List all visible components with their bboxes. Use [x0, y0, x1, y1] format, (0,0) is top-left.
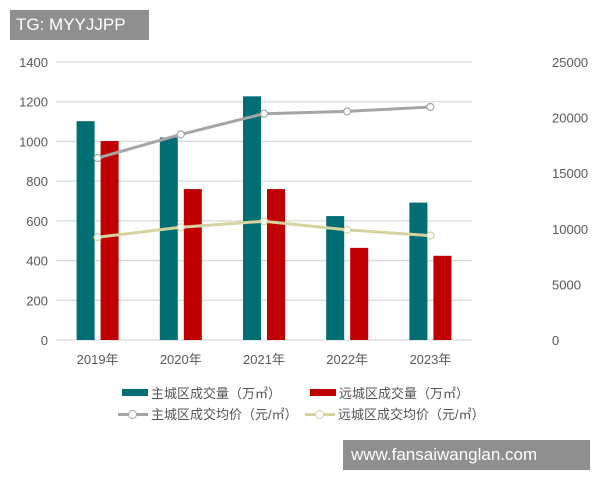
left-tick-label: 1400	[19, 55, 48, 70]
bar-outer	[183, 189, 202, 340]
x-tick-label: 2022年	[326, 352, 368, 367]
x-tick-label: 2020年	[160, 352, 202, 367]
left-tick-label: 600	[26, 214, 48, 229]
bar-outer	[267, 189, 285, 340]
watermark-tag: TG: MYYJJPP	[10, 10, 149, 40]
line-point	[176, 130, 185, 139]
left-tick-label: 1000	[19, 134, 48, 149]
bar-main	[76, 121, 95, 340]
bar-main	[159, 137, 178, 340]
left-tick-label: 0	[41, 333, 48, 348]
x-tick-label: 2023年	[409, 352, 451, 367]
right-tick-label: 25000	[552, 55, 588, 70]
left-tick-label: 400	[26, 254, 48, 269]
legend-swatch	[310, 389, 336, 396]
line-point	[343, 107, 352, 116]
right-tick-label: 10000	[552, 222, 588, 237]
legend-item-main-price: 主城区成交均价（元/㎡）	[118, 404, 298, 423]
line-point	[93, 233, 102, 242]
watermark-site: www.fansaiwanglan.com	[343, 440, 590, 470]
line-point	[259, 109, 269, 118]
bar-outer	[100, 141, 119, 340]
legend-label: 远城区成交均价（元/㎡）	[338, 407, 485, 422]
right-tick-label: 0	[552, 333, 559, 348]
left-tick-label: 1200	[19, 95, 48, 110]
line-point	[426, 102, 435, 112]
legend-item-outer-volume: 远城区成交量（万㎡）	[310, 383, 469, 402]
right-tick-label: 5000	[552, 277, 581, 292]
legend-swatch	[118, 408, 148, 420]
right-tick-label: 20000	[552, 111, 588, 126]
x-tick-label: 2019年	[77, 352, 119, 367]
bar-main	[243, 96, 261, 340]
line-point	[93, 153, 102, 163]
legend-swatch	[122, 389, 148, 396]
legend-swatch	[305, 408, 335, 420]
legend-item-outer-price: 远城区成交均价（元/㎡）	[305, 404, 485, 423]
line-point	[343, 225, 352, 235]
line-point	[259, 217, 269, 226]
bar-main	[326, 216, 345, 340]
line-point	[176, 223, 185, 232]
left-tick-label: 800	[26, 174, 48, 189]
legend-label: 主城区成交量（万㎡）	[151, 386, 282, 401]
line-point	[426, 231, 435, 240]
bar-outer	[350, 247, 369, 340]
bar-outer	[433, 255, 452, 340]
bar-main	[409, 202, 428, 340]
left-tick-label: 200	[26, 293, 48, 308]
legend-item-main-volume: 主城区成交量（万㎡）	[122, 383, 281, 402]
x-tick-label: 2021年	[243, 352, 285, 367]
right-tick-label: 15000	[552, 166, 588, 181]
legend-label: 主城区成交均价（元/㎡）	[151, 407, 298, 422]
legend-label: 远城区成交量（万㎡）	[339, 386, 470, 401]
